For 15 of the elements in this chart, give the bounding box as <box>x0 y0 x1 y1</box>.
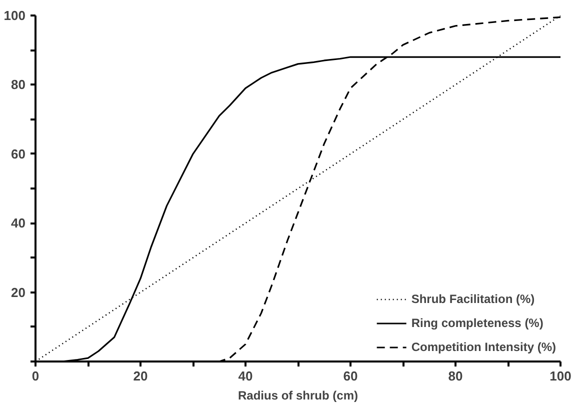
y-tick-label: 40 <box>11 216 26 231</box>
legend-label: Ring completeness (%) <box>411 316 544 330</box>
x-tick-label: 60 <box>343 368 358 384</box>
x-axis-title: Radius of shrub (cm) <box>238 388 358 402</box>
y-tick-label: 80 <box>11 77 26 92</box>
y-tick-label: 20 <box>11 284 26 300</box>
x-tick-label: 0 <box>32 368 40 384</box>
x-tick-label: 20 <box>133 368 148 384</box>
y-tick-label: 60 <box>11 146 26 162</box>
x-tick-label: 100 <box>550 368 572 384</box>
x-tick-label: 40 <box>238 368 253 384</box>
y-tick-label: 100 <box>4 8 26 23</box>
legend-label: Competition Intensity (%) <box>411 340 556 354</box>
x-tick-label: 80 <box>448 368 463 384</box>
legend-label: Shrub Facilitation (%) <box>411 292 535 306</box>
